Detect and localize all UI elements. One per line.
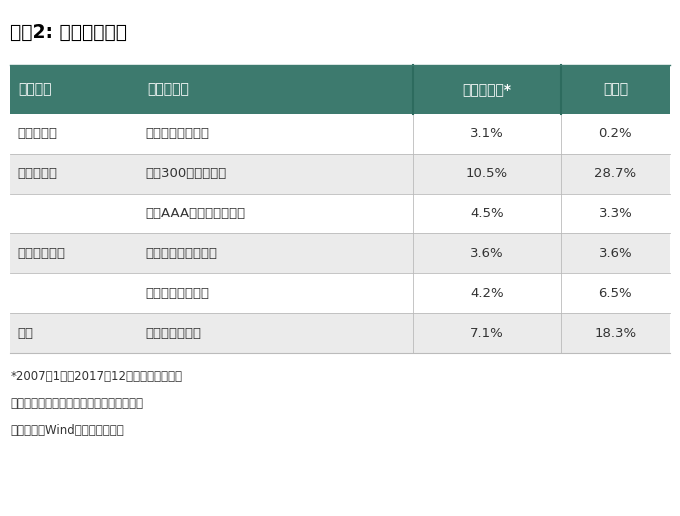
- Text: 中证货币基金指数: 中证货币基金指数: [146, 127, 209, 140]
- Text: 6.5%: 6.5%: [598, 287, 632, 300]
- Text: 中债国债财富指数: 中债国债财富指数: [146, 287, 209, 300]
- Text: 4.5%: 4.5%: [470, 207, 504, 220]
- Bar: [10, 154, 670, 194]
- Text: 28.7%: 28.7%: [594, 167, 636, 180]
- Text: 波动率: 波动率: [603, 82, 628, 96]
- Bar: [10, 273, 670, 314]
- Text: 4.2%: 4.2%: [470, 287, 504, 300]
- Text: 中债AAA企业债财富指数: 中债AAA企业债财富指数: [146, 207, 245, 220]
- Text: 中债金融债财富指数: 中债金融债财富指数: [146, 247, 218, 260]
- Text: 资产类别: 资产类别: [18, 82, 52, 96]
- Text: 黄金: 黄金: [17, 327, 33, 340]
- Bar: [10, 314, 670, 353]
- Text: 18.3%: 18.3%: [594, 327, 636, 340]
- Text: *2007年1月至2017年12月年化名义收益率: *2007年1月至2017年12月年化名义收益率: [10, 370, 182, 383]
- Bar: [10, 194, 670, 233]
- Text: 数据来源：Wind；世界黄金协会: 数据来源：Wind；世界黄金协会: [10, 424, 124, 437]
- Text: 权益类资产: 权益类资产: [17, 167, 57, 180]
- Text: 名义收益率*: 名义收益率*: [462, 82, 511, 96]
- Text: 固定收益资产: 固定收益资产: [17, 247, 65, 260]
- Bar: [10, 233, 670, 273]
- Text: 0.2%: 0.2%: [598, 127, 632, 140]
- Text: 7.1%: 7.1%: [470, 327, 504, 340]
- Text: 10.5%: 10.5%: [466, 167, 508, 180]
- Text: 3.6%: 3.6%: [470, 247, 504, 260]
- Text: 代表性指数: 代表性指数: [147, 82, 189, 96]
- Bar: [10, 114, 670, 154]
- Text: 3.3%: 3.3%: [598, 207, 632, 220]
- Text: 注：收益率是总收益率，没有考虑交易成本: 注：收益率是总收益率，没有考虑交易成本: [10, 397, 143, 410]
- Text: 3.1%: 3.1%: [470, 127, 504, 140]
- Text: 人民币计价黄金: 人民币计价黄金: [146, 327, 202, 340]
- Text: 沪深300全收益指数: 沪深300全收益指数: [146, 167, 227, 180]
- Text: 流动性资产: 流动性资产: [17, 127, 57, 140]
- Text: 表格2: 主要资产类别: 表格2: 主要资产类别: [10, 23, 127, 42]
- Text: 3.6%: 3.6%: [598, 247, 632, 260]
- Bar: [10, 64, 670, 114]
